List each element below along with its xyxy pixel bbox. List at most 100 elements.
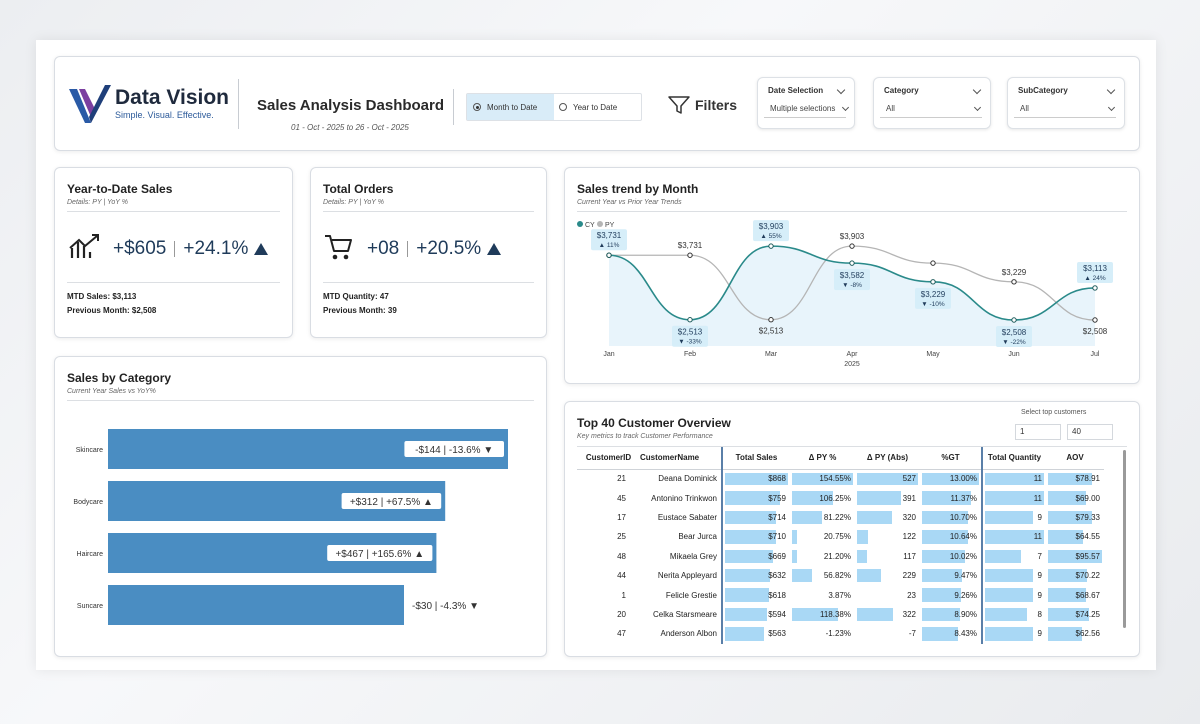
cell-gt: 10.02% (920, 547, 982, 566)
header-divider (453, 89, 454, 125)
category-bar[interactable] (108, 585, 404, 625)
cell-value: 7 (1037, 551, 1042, 561)
table-row[interactable]: 20 Celka Starsmeare $594 118.38% 322 8.90% 8 $7… (577, 604, 1104, 625)
cell-data-bar (922, 510, 969, 525)
table-row[interactable]: 21 Deana Dominick $868 154.55% 527 13.00% 11 $7… (577, 469, 1104, 489)
py-point[interactable] (687, 252, 693, 258)
cell-value: $669 (768, 551, 786, 561)
toggle-month-to-date[interactable]: Month to Date (467, 94, 554, 120)
py-point[interactable] (930, 260, 936, 266)
cell-qty: 9 (981, 585, 1046, 605)
py-point[interactable] (849, 243, 855, 249)
cell-data-bar (985, 607, 1027, 622)
table-row[interactable]: 48 Mikaela Grey $669 21.20% 117 10.02% 7 $95.57 (577, 546, 1104, 566)
cell-data-bar (922, 530, 968, 544)
slicer-dropdown[interactable]: All (880, 102, 982, 118)
py-point[interactable] (1092, 317, 1098, 323)
table-row[interactable]: 44 Nerita Appleyard $632 56.82% 229 9.47% 9 $70… (577, 565, 1104, 586)
column-header[interactable]: Total Quantity (981, 447, 1046, 470)
cy-point[interactable] (1092, 285, 1098, 291)
cell-data-bar (985, 549, 1022, 563)
x-tick-label: Apr (847, 351, 859, 358)
cy-point[interactable] (606, 252, 612, 258)
cell-data-bar (985, 588, 1033, 602)
cell-dpy: -1.23% (790, 624, 855, 643)
table-row[interactable]: 1 Felicle Grestie $618 3.87% 23 9.26% 9 $68.67 (577, 585, 1104, 605)
legend-cy-marker (577, 221, 583, 227)
py-data-label: $2,513 (759, 327, 784, 336)
triangle-up-icon (487, 243, 502, 255)
chart-subtitle: Current Year vs Prior Year Trends (577, 199, 682, 206)
cell-dpy: 154.55% (790, 469, 855, 488)
cell-data-bar (725, 491, 780, 505)
cell-sales: $868 (721, 469, 790, 489)
table-title: Top 40 Customer Overview (577, 416, 731, 430)
py-data-label: $3,903 (840, 232, 865, 241)
column-header[interactable]: AOV (1046, 447, 1104, 470)
table-scrollbar[interactable] (1123, 450, 1126, 628)
select-top-min-input[interactable]: 1 (1015, 424, 1061, 440)
cy-point[interactable] (849, 260, 855, 266)
table-row[interactable]: 45 Antonino Trinkwon $759 106.25% 391 11.37% 1… (577, 488, 1104, 508)
cell-data-bar (792, 491, 833, 505)
slicer-category[interactable]: Category All (873, 77, 991, 129)
toggle-year-to-date[interactable]: Year to Date (559, 94, 641, 120)
cell-value: 322 (902, 609, 916, 619)
cell-data-bar (792, 472, 853, 486)
cell-data-bar (922, 607, 960, 622)
kpi-footnote-previous: Previous Month: $2,508 (67, 306, 157, 315)
cell-data-bar (985, 491, 1044, 505)
sales-trend-card: Sales trend by Month Current Year vs Pri… (564, 167, 1140, 384)
py-point[interactable] (768, 317, 774, 323)
cell-value: 117 (903, 551, 916, 561)
slicer-subcategory[interactable]: SubCategory All (1007, 77, 1125, 129)
table-row[interactable]: 17 Eustace Sabater $714 81.22% 320 10.70% 9 $79… (577, 507, 1104, 528)
cell-value: 527 (902, 474, 916, 484)
customer-table-wrap: CustomerID CustomerName Total Sales Δ PY % Δ… (577, 447, 1125, 647)
select-top-max-input[interactable]: 40 (1067, 424, 1113, 440)
cell-value: -7 (908, 629, 916, 639)
cell-abs: 320 (855, 508, 920, 527)
filters-label: Filters (695, 97, 738, 113)
cell-aov: $64.55 (1046, 527, 1104, 546)
cy-point[interactable] (768, 243, 774, 249)
cell-qty: 9 (981, 565, 1046, 586)
cell-customer-name: Eustace Sabater (657, 512, 717, 522)
column-header[interactable]: %GT (920, 447, 982, 470)
cell-value: $618 (768, 590, 786, 600)
filters-button[interactable]: Filters (668, 95, 737, 115)
slicer-value: All (1020, 104, 1029, 113)
cell-sales: $594 (721, 604, 790, 625)
cell-data-bar (985, 472, 1044, 486)
column-header[interactable]: Total Sales (721, 447, 790, 470)
cell-data-bar (985, 568, 1033, 583)
column-header[interactable]: CustomerID (577, 447, 640, 470)
cy-label-box (834, 269, 870, 291)
legend-py-label: PY (605, 222, 615, 229)
table-row[interactable]: 25 Bear Jurca $710 20.75% 122 10.64% 11 $64.55 (577, 527, 1104, 547)
cell-customer-name: Celka Starsmeare (652, 609, 717, 619)
slicer-value: All (886, 104, 895, 113)
cy-data-label: $3,903 (759, 222, 784, 231)
column-header[interactable]: Δ PY % (790, 447, 855, 470)
cell-value: $70.22 (1075, 571, 1100, 581)
table-row[interactable]: 47 Anderson Albon $563 -1.23% -7 8.43% 9 $62.56 (577, 624, 1104, 644)
cell-sales: $563 (721, 624, 790, 644)
kpi-values: +08 +20.5% (367, 238, 502, 260)
divider (577, 446, 1127, 447)
cy-point[interactable] (1011, 317, 1017, 323)
slicer-dropdown[interactable]: All (1014, 102, 1116, 118)
column-header[interactable]: CustomerName (640, 447, 722, 470)
cell-qty: 11 (981, 488, 1046, 508)
slicer-dropdown[interactable]: Multiple selections (764, 102, 846, 118)
column-header[interactable]: Δ PY (Abs) (855, 447, 920, 470)
legend-cy-label: CY (585, 222, 595, 229)
customer-overview-card: Top 40 Customer Overview Key metrics to … (564, 401, 1140, 657)
toggle-ytd-label: Year to Date (573, 102, 618, 112)
slicer-date-selection[interactable]: Date Selection Multiple selections (757, 77, 855, 129)
cy-point[interactable] (930, 279, 936, 285)
kpi-value: +08 (367, 238, 400, 259)
py-point[interactable] (1011, 279, 1017, 285)
cell-data-bar (725, 549, 773, 563)
cy-point[interactable] (687, 317, 693, 323)
